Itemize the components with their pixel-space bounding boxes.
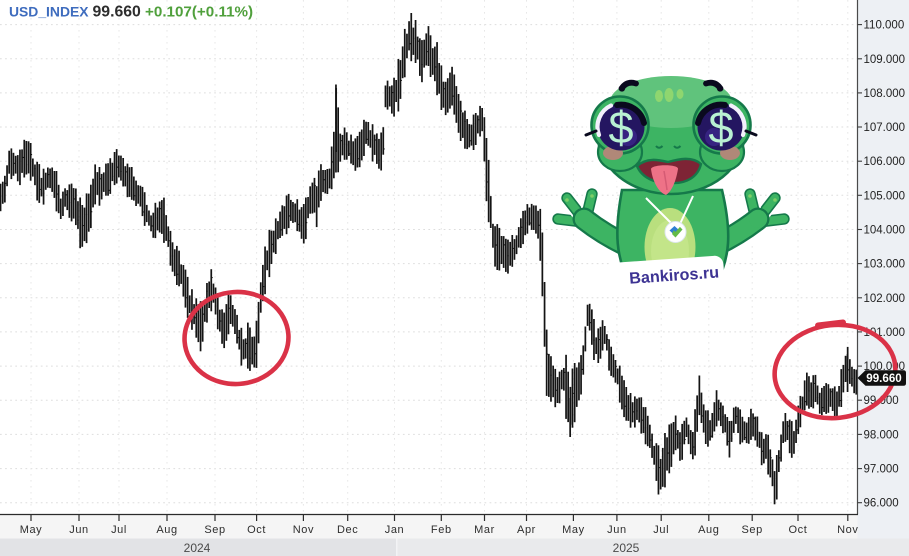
svg-text:$: $ <box>608 102 633 153</box>
svg-text:105.000: 105.000 <box>864 190 906 202</box>
svg-text:Mar: Mar <box>474 524 495 536</box>
svg-text:106.000: 106.000 <box>864 156 906 168</box>
svg-text:2025: 2025 <box>613 541 640 555</box>
svg-text:$: $ <box>708 102 733 153</box>
svg-text:109.000: 109.000 <box>864 54 906 66</box>
svg-text:98.000: 98.000 <box>864 429 899 441</box>
svg-text:Nov: Nov <box>293 524 314 536</box>
svg-text:USD_INDEX: USD_INDEX <box>9 4 89 20</box>
svg-text:108.000: 108.000 <box>864 88 906 100</box>
svg-text:May: May <box>562 524 585 536</box>
svg-text:+0.107(+0.11%): +0.107(+0.11%) <box>145 4 253 21</box>
svg-text:107.000: 107.000 <box>864 122 906 134</box>
svg-text:104.000: 104.000 <box>864 225 906 237</box>
svg-text:97.000: 97.000 <box>864 464 899 476</box>
svg-text:Sep: Sep <box>204 524 225 536</box>
svg-text:Dec: Dec <box>337 524 358 536</box>
svg-text:99.660: 99.660 <box>866 372 901 385</box>
svg-text:96.000: 96.000 <box>864 498 899 510</box>
svg-text:Jul: Jul <box>111 524 127 536</box>
svg-text:Aug: Aug <box>698 524 719 536</box>
svg-text:Jun: Jun <box>69 524 89 536</box>
svg-text:110.000: 110.000 <box>864 20 905 32</box>
svg-text:Aug: Aug <box>156 524 177 536</box>
svg-text:Jun: Jun <box>607 524 627 536</box>
svg-text:Oct: Oct <box>789 524 808 536</box>
svg-text:99.660: 99.660 <box>93 4 142 21</box>
svg-text:Feb: Feb <box>431 524 452 536</box>
svg-text:Sep: Sep <box>742 524 763 536</box>
svg-text:Nov: Nov <box>837 524 858 536</box>
svg-text:Jul: Jul <box>653 524 669 536</box>
svg-text:102.000: 102.000 <box>864 293 906 305</box>
svg-text:Oct: Oct <box>247 524 266 536</box>
svg-text:103.000: 103.000 <box>864 259 906 271</box>
svg-text:2024: 2024 <box>184 541 211 555</box>
svg-text:May: May <box>20 524 43 536</box>
svg-text:Jan: Jan <box>385 524 405 536</box>
svg-text:Apr: Apr <box>517 524 536 536</box>
